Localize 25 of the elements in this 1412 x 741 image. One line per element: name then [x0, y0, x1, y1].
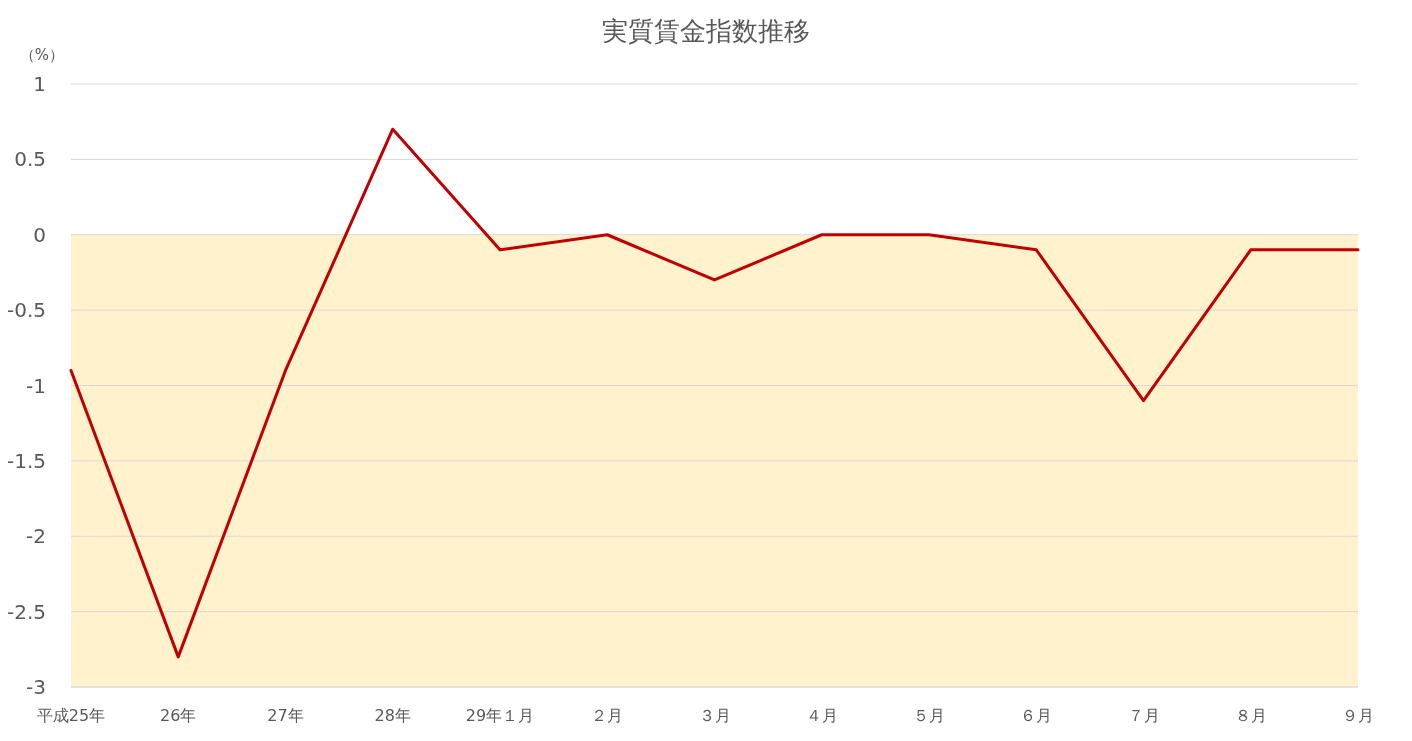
- y-tick-label: 0: [33, 222, 46, 247]
- x-tick-label: 平成25年: [36, 706, 106, 725]
- x-tick-label: 29年１月: [465, 706, 535, 725]
- line-series: [69, 127, 1360, 659]
- y-tick-label: -2.5: [6, 599, 46, 624]
- y-tick-label: 0.5: [14, 147, 46, 172]
- x-tick-label: ４月: [805, 706, 838, 725]
- y-tick-label: -3: [26, 675, 46, 699]
- y-tick-label: 1: [33, 72, 46, 96]
- x-tick-label: 27年: [267, 706, 304, 725]
- x-tick-label: ６月: [1020, 706, 1053, 725]
- x-tick-label: ５月: [913, 706, 945, 725]
- x-tick-label: 28年: [374, 706, 411, 725]
- y-tick-label: -0.5: [6, 298, 46, 323]
- y-tick-label: -2: [26, 524, 46, 549]
- y-axis-title: （%）: [19, 46, 65, 64]
- x-tick-label: ７月: [1127, 706, 1160, 725]
- x-tick-label: ９月: [1342, 706, 1374, 725]
- x-tick-label: ８月: [1234, 706, 1267, 725]
- x-tick-label: ２月: [591, 706, 624, 725]
- x-tick-label: 26年: [160, 706, 197, 725]
- x-tick-label: ３月: [698, 706, 731, 725]
- chart-title: 実質賃金指数推移: [602, 16, 810, 46]
- y-tick-label: -1.5: [6, 448, 46, 473]
- y-tick-label: -1: [26, 373, 46, 398]
